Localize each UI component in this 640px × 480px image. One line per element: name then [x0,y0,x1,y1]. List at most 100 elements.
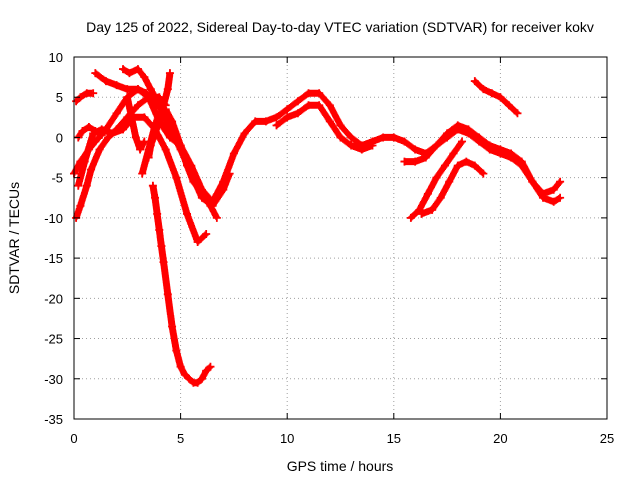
data-point [144,153,153,162]
data-point [155,117,164,126]
data-point [421,153,430,162]
y-tick-label: 10 [49,50,63,65]
data-point [453,161,462,170]
data-point [496,145,505,154]
x-tick-label: 5 [177,431,184,446]
data-point [304,101,313,110]
data-point [462,157,471,166]
y-axis-ticks: 10 5 0 -5 -10 -15 -20 -25 -30 -35 [44,50,607,427]
x-tick-label: 25 [600,431,614,446]
data-point [140,73,149,82]
data-point [417,209,426,218]
data-point [496,93,505,102]
data-point [528,177,537,186]
data-point [293,97,302,106]
data-point [133,101,142,110]
data-point [485,141,494,150]
data-point [229,149,238,158]
data-point [513,109,522,118]
y-tick-label: -20 [44,291,63,306]
series-arc-14 [400,121,565,206]
data-point [432,141,441,150]
data-point [91,69,100,78]
data-point [123,85,132,94]
data-segment [172,174,191,216]
data-point [449,149,458,158]
data-point [82,181,91,190]
data-point [475,133,484,142]
data-point [445,177,454,186]
data-point [148,181,157,190]
data-point [127,113,136,122]
data-point [176,141,185,150]
data-point [176,362,185,371]
data-point [479,169,488,178]
data-point [479,85,488,94]
data-point [168,322,177,331]
data-point [206,362,215,371]
data-point [347,133,356,142]
data-point [89,89,98,98]
chart-title: Day 125 of 2022, Sidereal Day-to-day VTE… [86,19,594,35]
series-arc-15 [406,137,467,222]
data-point [119,65,128,74]
y-tick-label: -35 [44,412,63,427]
series-arc-5 [74,122,106,142]
series-arc-4 [74,113,211,247]
data-point [283,105,292,114]
data-segment [160,258,172,297]
data-point [95,145,104,154]
x-axis-ticks: 0 5 10 15 20 25 [70,57,614,446]
data-point [406,213,415,222]
data-point [470,161,479,170]
y-tick-label: -30 [44,372,63,387]
data-point [212,213,221,222]
data-point [443,129,452,138]
data-point [72,97,81,106]
data-point [91,127,100,136]
data-point [549,185,558,194]
data-point [507,149,516,158]
y-tick-label: -10 [44,211,63,226]
data-point [428,205,437,214]
data-point [272,113,281,122]
data-point [125,69,134,78]
data-point [325,117,334,126]
plot-frame [73,56,608,420]
data-point [251,117,260,126]
data-point [219,177,228,186]
y-axis-title: SDTVAR / TECUs [6,182,22,294]
data-point [411,157,420,166]
data-point [78,127,87,136]
data-point [101,77,110,86]
data-point [80,157,89,166]
data-point [197,374,206,383]
data-point [293,109,302,118]
data-point [153,209,162,218]
data-point [504,101,513,110]
data-point [464,125,473,134]
data-point [172,346,181,355]
data-point [202,366,211,375]
data-segment [164,290,176,329]
y-tick-label: -15 [44,251,63,266]
data-point [415,205,424,214]
data-point [142,89,151,98]
data-point [336,133,345,142]
x-tick-label: 10 [280,431,294,446]
data-segment [168,323,180,353]
data-point [283,113,292,122]
x-tick-label: 15 [387,431,401,446]
data-point [400,137,409,146]
data-point [112,81,121,90]
data-point [185,374,194,383]
series-arc-11 [148,181,215,387]
x-tick-label: 0 [70,431,77,446]
data-point [76,201,85,210]
data-point [347,141,356,150]
data-point [182,209,191,218]
data-point [208,197,217,206]
data-point [411,145,420,154]
data-point [146,85,155,94]
